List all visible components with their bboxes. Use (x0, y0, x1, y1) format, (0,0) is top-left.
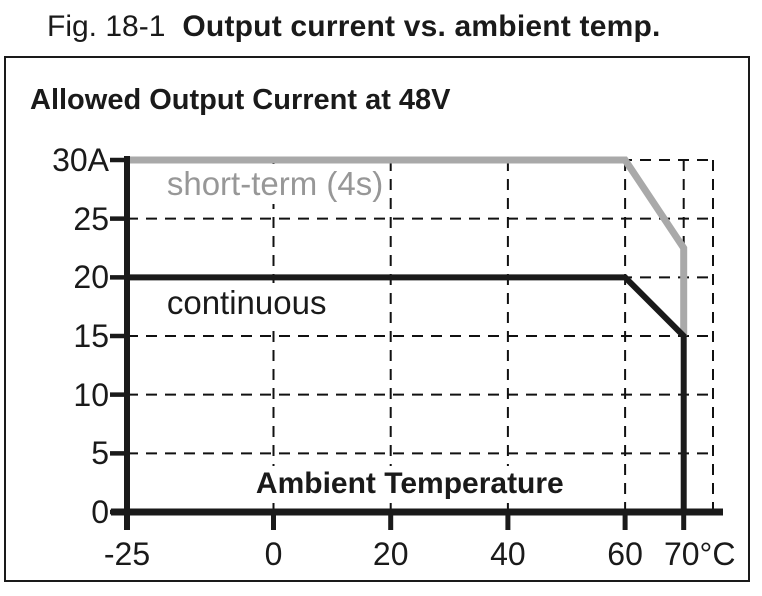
chart-title: Allowed Output Current at 48V (30, 84, 451, 116)
figure-title: Output current vs. ambient temp. (182, 10, 661, 43)
figure-caption: Fig. 18-1 Output current vs. ambient tem… (47, 10, 661, 44)
figure-number: Fig. 18-1 (47, 10, 166, 43)
series-line-continuous (127, 274, 687, 512)
series-line-short-term-4s (127, 156, 688, 336)
